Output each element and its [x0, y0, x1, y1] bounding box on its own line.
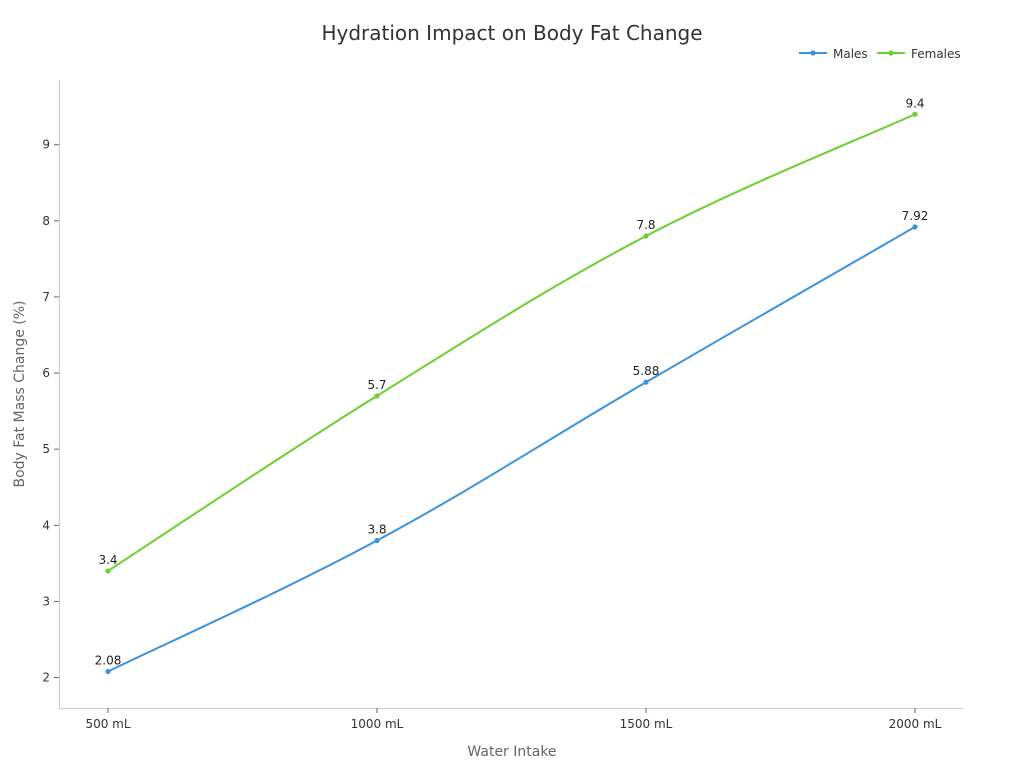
data-label: 7.92 [902, 209, 929, 223]
y-tick-label: 5 [42, 442, 50, 456]
data-point[interactable] [105, 668, 111, 675]
series-line [107, 113, 916, 572]
data-label: 5.88 [633, 364, 660, 378]
x-axis-title: Water Intake [467, 744, 556, 760]
x-tick-label: 1000 mL [351, 717, 404, 731]
data-label: 9.4 [905, 96, 924, 110]
series-females: 3.4 5.7 7.8 9.4 [98, 96, 925, 574]
data-label: 2.08 [95, 653, 122, 667]
y-axis-ticks: 2 3 4 5 6 7 8 9 [42, 138, 59, 685]
x-axis-ticks: 500 mL 1000 mL 1500 mL 2000 mL [85, 708, 942, 731]
y-tick-label: 2 [42, 671, 50, 685]
y-tick-label: 4 [42, 518, 50, 532]
y-tick-label: 6 [42, 366, 50, 380]
legend: Males Females [799, 47, 961, 61]
data-point[interactable] [374, 537, 380, 544]
y-axis-title: Body Fat Mass Change (%) [12, 300, 28, 487]
x-tick-label: 2000 mL [889, 717, 942, 731]
legend-item-males[interactable]: Males [799, 47, 868, 61]
legend-swatch-point [810, 50, 816, 56]
x-tick-label: 1500 mL [620, 717, 673, 731]
legend-swatch-point [888, 50, 894, 56]
series-males: 2.08 3.8 5.88 7.92 [95, 209, 929, 675]
y-tick-label: 8 [42, 214, 50, 228]
data-label: 3.4 [98, 553, 117, 567]
data-label: 7.8 [636, 218, 655, 232]
x-tick-label: 500 mL [85, 717, 130, 731]
data-label: 3.8 [367, 523, 386, 537]
y-tick-label: 7 [42, 290, 50, 304]
data-point[interactable] [374, 393, 380, 399]
data-label: 5.7 [367, 378, 386, 392]
data-point[interactable] [643, 233, 649, 239]
legend-label: Females [911, 47, 961, 61]
legend-label: Males [833, 47, 868, 61]
chart-title: Hydration Impact on Body Fat Change [321, 21, 702, 45]
series-line [107, 226, 916, 673]
data-point[interactable] [643, 379, 649, 385]
y-tick-label: 3 [42, 594, 50, 608]
legend-item-females[interactable]: Females [877, 47, 961, 61]
data-point[interactable] [912, 111, 918, 117]
data-point[interactable] [912, 224, 918, 230]
y-tick-label: 9 [42, 138, 50, 152]
series-layer: 2.08 3.8 5.88 7.92 3.4 5.7 7.8 9.4 [95, 96, 929, 675]
data-point[interactable] [105, 568, 111, 574]
